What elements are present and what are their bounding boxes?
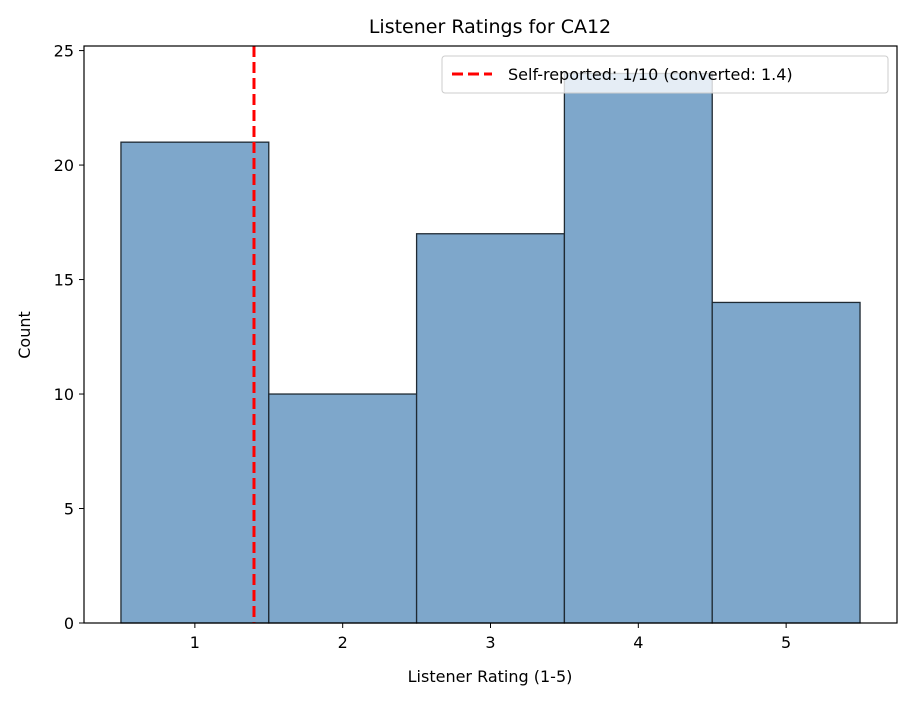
y-tick-label: 0 xyxy=(64,614,74,633)
bar-2 xyxy=(268,393,418,624)
x-tick-label: 2 xyxy=(338,633,348,652)
y-tick-label: 5 xyxy=(64,500,74,519)
legend-label: Self-reported: 1/10 (converted: 1.4) xyxy=(508,65,793,84)
x-axis-label: Listener Rating (1-5) xyxy=(408,667,573,686)
x-ticks: 1 2 3 4 5 xyxy=(190,623,791,652)
x-tick-label: 1 xyxy=(190,633,200,652)
legend: Self-reported: 1/10 (converted: 1.4) xyxy=(441,55,889,94)
bar-3 xyxy=(415,233,566,624)
bar-4 xyxy=(563,72,713,624)
y-tick-label: 15 xyxy=(54,271,74,290)
x-tick-label: 4 xyxy=(633,633,643,652)
y-tick-label: 20 xyxy=(54,156,74,175)
y-tick-label: 25 xyxy=(54,42,74,61)
bars-group xyxy=(120,72,861,624)
bar-1 xyxy=(120,141,270,624)
chart-title: Listener Ratings for CA12 xyxy=(369,16,611,38)
y-ticks: 0 5 10 15 20 25 xyxy=(54,42,84,633)
legend-box xyxy=(441,55,889,94)
x-tick-label: 3 xyxy=(485,633,495,652)
x-tick-label: 5 xyxy=(781,633,791,652)
y-tick-label: 10 xyxy=(54,385,74,404)
bar-5 xyxy=(711,301,861,624)
y-axis-label: Count xyxy=(15,311,34,359)
